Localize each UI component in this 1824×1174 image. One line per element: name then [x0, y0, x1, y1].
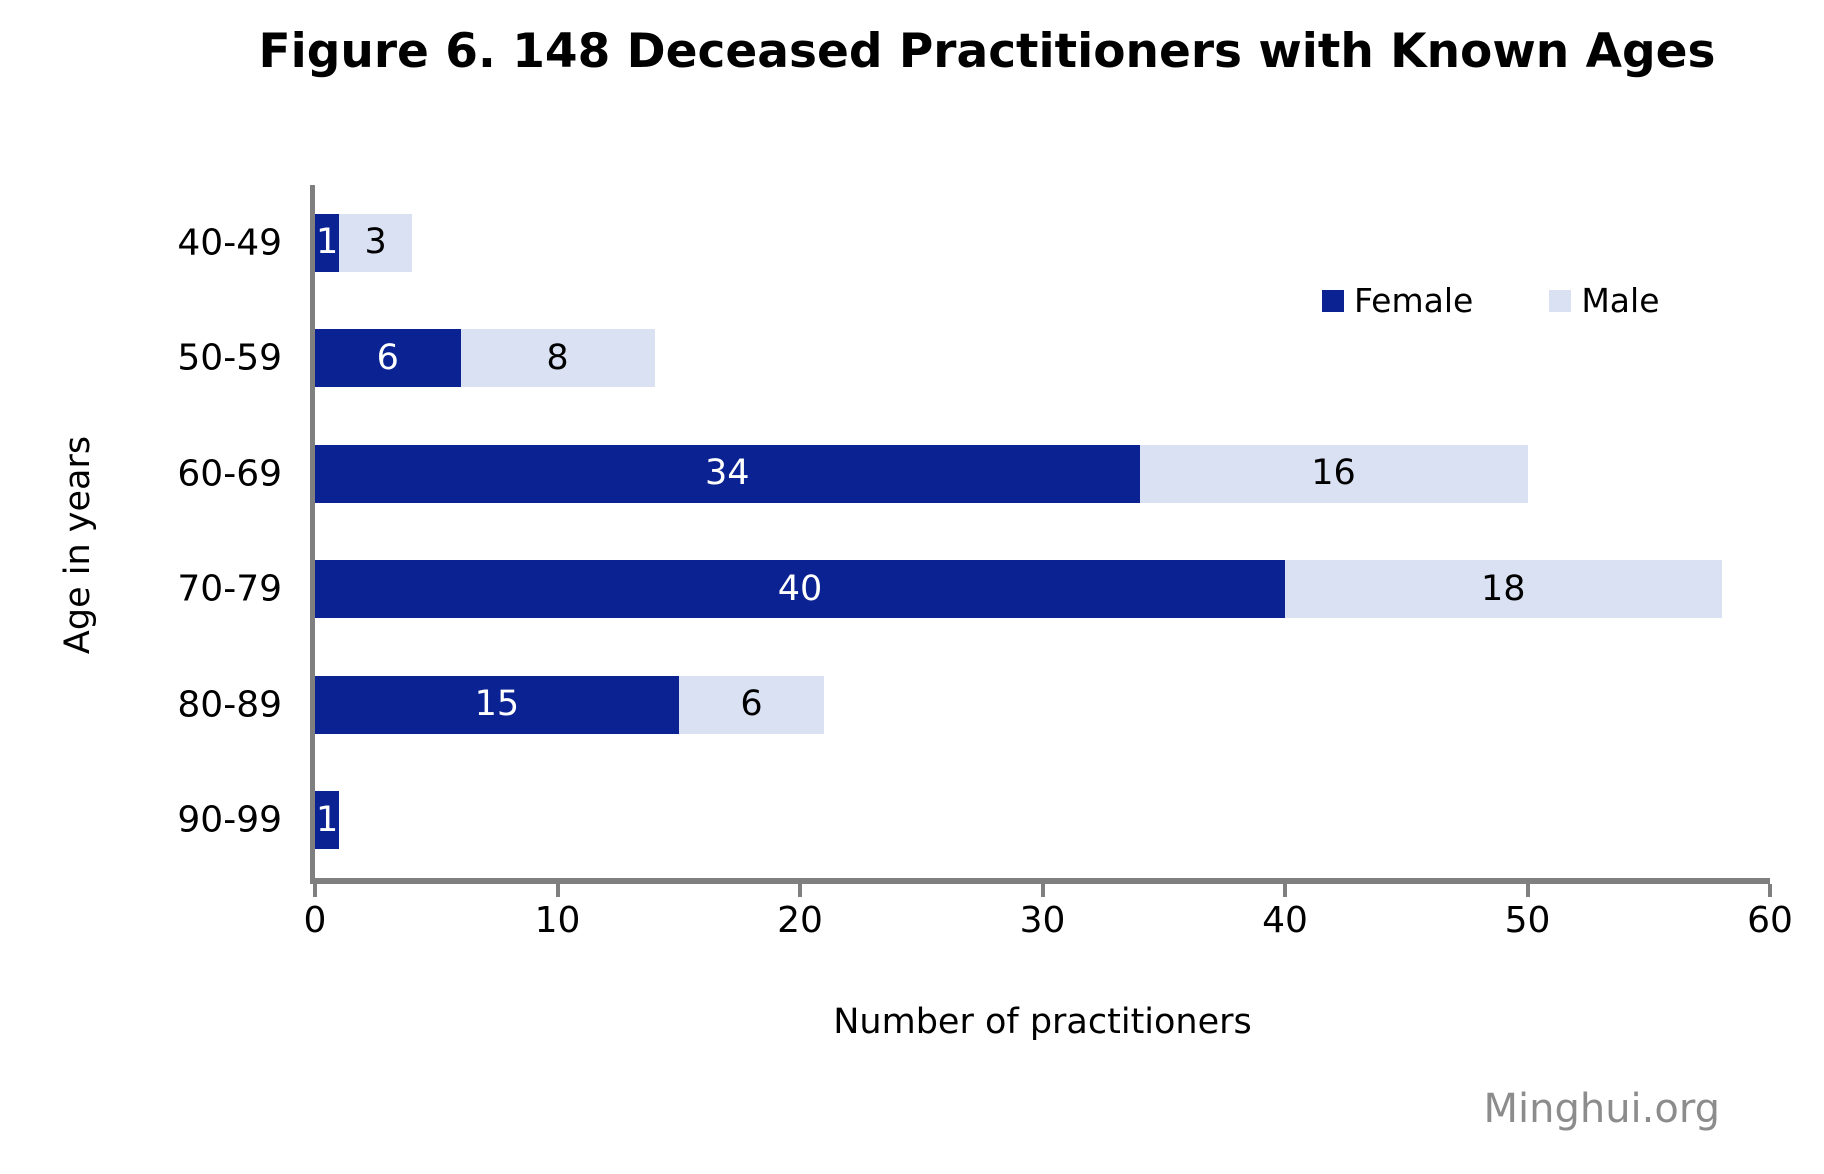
bar-segment-female-70-79: 40: [315, 560, 1285, 619]
x-axis-tick-label-60: 60: [1747, 900, 1793, 941]
bar-segment-female-90-99: 1: [315, 791, 340, 850]
chart-title: Figure 6. 148 Deceased Practitioners wit…: [258, 24, 1716, 79]
bar-value-label: 3: [364, 222, 387, 263]
bar-segment-male-40-49: 3: [339, 213, 412, 272]
bar-segment-male-50-59: 8: [460, 329, 655, 388]
bar-value-label: 34: [704, 453, 750, 494]
category-label-50-59: 50-59: [177, 337, 282, 379]
legend-label-male: Male: [1581, 281, 1660, 320]
category-label-90-99: 90-99: [177, 799, 282, 841]
category-label-70-79: 70-79: [177, 568, 282, 610]
x-axis-tick-label-50: 50: [1504, 900, 1551, 941]
bar-segment-female-50-59: 6: [315, 329, 461, 388]
bar-value-label: 1: [315, 222, 339, 263]
category-label-60-69: 60-69: [177, 453, 282, 495]
x-axis-tick-mark: [313, 884, 317, 897]
female-swatch-icon: [1322, 289, 1344, 312]
legend-item-male: Male: [1549, 281, 1660, 320]
bar-value-label: 16: [1311, 453, 1356, 494]
x-axis-tick-mark: [555, 884, 560, 897]
bar-segment-male-70-79: 18: [1285, 560, 1722, 619]
x-axis-tick-mark: [1283, 884, 1287, 897]
bar-segment-female-40-49: 1: [315, 213, 340, 272]
bar-value-label: 6: [376, 337, 399, 378]
bar-value-label: 6: [740, 684, 763, 725]
bar-segment-male-80-89: 6: [678, 675, 825, 734]
bar-value-label: 8: [546, 337, 569, 378]
x-axis-title: Number of practitioners: [833, 1002, 1252, 1042]
x-axis-tick-label-30: 30: [1019, 900, 1066, 941]
x-axis-tick-label-20: 20: [777, 900, 823, 941]
x-axis-tick-mark: [1040, 884, 1045, 897]
male-swatch-icon: [1549, 289, 1572, 312]
x-axis-tick-mark: [1768, 884, 1772, 897]
bar-value-label: 15: [474, 684, 520, 725]
bar-segment-female-80-89: 15: [315, 675, 679, 734]
legend-label-female: Female: [1354, 281, 1474, 320]
plot-area: [310, 185, 1770, 884]
x-axis-tick-label-40: 40: [1262, 900, 1308, 941]
x-axis-tick-label-0: 0: [303, 900, 327, 941]
x-axis-tick-mark: [798, 884, 802, 897]
legend-item-female: Female: [1322, 281, 1473, 320]
bar-value-label: 40: [777, 568, 823, 609]
watermark: Minghui.org: [1483, 1086, 1720, 1132]
category-label-80-89: 80-89: [177, 684, 282, 726]
category-label-40-49: 40-49: [177, 222, 282, 264]
x-axis-tick-mark: [1525, 884, 1530, 897]
bar-segment-male-60-69: 16: [1139, 444, 1528, 503]
bar-value-label: 18: [1480, 568, 1526, 609]
bar-segment-female-60-69: 34: [315, 444, 1140, 503]
x-axis-tick-label-10: 10: [534, 900, 581, 941]
legend: Female Male: [1322, 281, 1660, 320]
bar-value-label: 1: [315, 799, 339, 840]
